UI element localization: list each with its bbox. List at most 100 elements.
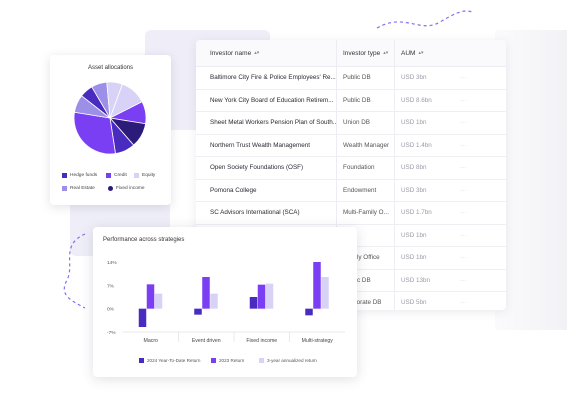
cell-aum: USD 8bn <box>394 157 454 179</box>
cell-investor-name: Northern Trust Wealth Management <box>210 141 310 149</box>
performance-card: Performance across strategies 14% 7% 0% -7%… <box>93 227 357 377</box>
pie-chart <box>73 81 147 155</box>
pie-slice <box>106 81 123 119</box>
legend-label: 3-year annualized return <box>267 358 317 363</box>
cell-investor-name: Sheet Metal Workers Pension Plan of Sout… <box>210 119 336 127</box>
pie-slice <box>73 111 116 155</box>
y-tick-label: 14% <box>107 260 117 266</box>
legend-swatch <box>106 173 111 178</box>
legend-label: Fixed income <box>116 186 145 191</box>
cell-aum: USD 1bn <box>394 112 454 134</box>
bar <box>154 293 163 309</box>
cell-investor-type: Multi-Family O... <box>336 202 394 224</box>
column-label: AUM <box>401 49 416 57</box>
table-row[interactable]: Pomona College Endowment USD 3bn ··· <box>196 179 506 202</box>
legend-label: Real Estate <box>70 186 95 191</box>
legend-swatch <box>62 186 67 191</box>
bar-chart: 14% 7% 0% -7% Macro Event driven Fixed income M… <box>107 260 345 344</box>
column-header-aum[interactable]: AUM ▴▾ <box>394 40 454 66</box>
bar <box>210 293 218 309</box>
asset-allocations-card: Asset allocations Hedge funds Credit Equ… <box>50 55 171 205</box>
legend-label: 2023 Return <box>219 358 245 363</box>
cell-investor-name: Open Society Foundations (OSF) <box>210 164 304 172</box>
cell-investor-name: Pomona College <box>210 186 257 194</box>
table-header: Investor name ▴▾ Investor type ▴▾ AUM ▴▾ <box>196 40 506 67</box>
cell-investor-name: New York City Board of Education Retirem… <box>210 96 334 104</box>
cell-extra: ··· <box>460 96 467 104</box>
x-tick-label: Macro <box>144 338 159 344</box>
cell-extra: ··· <box>460 209 467 217</box>
bar <box>313 262 321 309</box>
legend-label: Hedge funds <box>70 173 98 178</box>
bar <box>138 308 147 327</box>
legend-swatch <box>259 358 264 363</box>
cell-aum: USD 3bn <box>394 179 454 201</box>
sort-icon[interactable]: ▴▾ <box>383 50 389 56</box>
pie-chart-title: Asset allocations <box>87 65 134 71</box>
cell-extra: ··· <box>460 74 467 82</box>
sort-icon[interactable]: ▴▾ <box>418 50 424 56</box>
table-row[interactable]: Baltimore City Fire & Police Employees' … <box>196 67 506 90</box>
bar <box>305 308 313 316</box>
bar <box>321 277 329 309</box>
legend-swatch <box>134 173 139 178</box>
bar <box>146 284 155 309</box>
cell-aum: USD 8.6bn <box>394 89 454 111</box>
x-tick-label: Fixed income <box>246 338 277 344</box>
cell-investor-type: Foundation <box>336 157 394 179</box>
cell-extra: ··· <box>460 141 467 149</box>
cell-extra: ··· <box>460 119 467 127</box>
cell-aum: USD 3bn <box>394 67 454 89</box>
table-row[interactable]: Open Society Foundations (OSF) Foundation… <box>196 157 506 180</box>
sort-icon[interactable]: ▴▾ <box>254 50 260 56</box>
cell-extra: ··· <box>460 254 467 262</box>
cell-investor-type: Endowment <box>336 179 394 201</box>
bar-chart-title: Performance across strategies <box>103 237 185 243</box>
legend-item: Credit <box>106 173 127 178</box>
background-fade <box>495 30 567 330</box>
bar <box>265 283 274 309</box>
legend-item: 2024 Year-To-Date Return <box>139 358 200 363</box>
cell-extra: ··· <box>460 299 467 307</box>
legend-item: 3-year annualized return <box>259 358 317 363</box>
column-header-investor-type[interactable]: Investor type ▴▾ <box>336 40 394 66</box>
table-row[interactable]: New York City Board of Education Retirem… <box>196 89 506 112</box>
bar <box>202 277 210 309</box>
cell-investor-name: SC Advisors International (SCA) <box>210 209 300 217</box>
bar <box>194 308 202 315</box>
table-row[interactable]: SC Advisors International (SCA) Multi-Fam… <box>196 202 506 225</box>
y-tick-label: 7% <box>107 283 115 289</box>
column-label: Investor name <box>210 49 252 57</box>
legend-item: Real Estate <box>62 186 95 191</box>
cell-investor-type: Public DB <box>336 67 394 89</box>
legend-label: Credit <box>114 173 127 178</box>
legend-item: Fixed income <box>108 186 145 191</box>
legend-swatch <box>108 186 113 191</box>
cell-investor-name: Baltimore City Fire & Police Employees' … <box>210 74 336 82</box>
cell-extra: ··· <box>460 164 467 172</box>
table-row[interactable]: Sheet Metal Workers Pension Plan of Sout… <box>196 112 506 135</box>
cell-investor-type: Public DB <box>336 89 394 111</box>
table-row[interactable]: Northern Trust Wealth Management Wealth M… <box>196 134 506 157</box>
bar <box>257 284 266 309</box>
legend-item: 2023 Return <box>211 358 244 363</box>
cell-aum: USD 1bn <box>394 247 454 269</box>
cell-extra: ··· <box>460 186 467 194</box>
legend-swatch <box>139 358 144 363</box>
legend-item: Hedge funds <box>62 173 97 178</box>
cell-aum: USD 1bn <box>394 224 454 246</box>
legend-label: 2024 Year-To-Date Return <box>147 358 201 363</box>
column-header-investor-name[interactable]: Investor name ▴▾ <box>196 50 336 57</box>
bar <box>249 297 258 309</box>
x-tick-label: Event driven <box>192 338 221 344</box>
legend-item: Equity <box>134 173 155 178</box>
cell-investor-type: Wealth Manager <box>336 134 394 156</box>
y-tick-label: 0% <box>107 307 115 313</box>
cell-extra: ··· <box>460 231 467 239</box>
legend-swatch <box>62 173 67 178</box>
column-label: Investor type <box>343 49 381 57</box>
y-tick-label: -7% <box>107 330 116 336</box>
x-tick-label: Multi-strategy <box>302 338 334 344</box>
cell-aum: USD 1.4bn <box>394 134 454 156</box>
cell-extra: ··· <box>460 276 467 284</box>
